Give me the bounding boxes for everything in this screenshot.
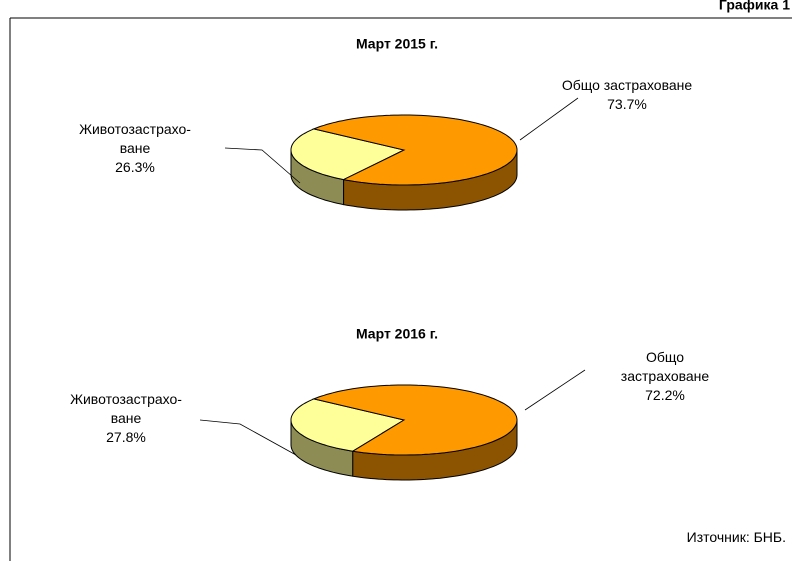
category-label: Общо застраховане [620, 349, 710, 384]
pie-slice [312, 384, 518, 456]
leader-line [524, 369, 586, 411]
category-label: Животозастрахо- ване [79, 121, 191, 156]
data-label: Общо застраховане 72.2% [602, 348, 729, 405]
data-label: Животозастрахо- ване 26.3% [79, 120, 191, 177]
leader-line [199, 419, 297, 456]
value-label: 72.2% [645, 387, 685, 403]
value-label: 27.8% [106, 429, 146, 445]
data-label: Общо застраховане 73.7% [562, 76, 692, 114]
category-label: Животозастрахо- ване [70, 391, 182, 426]
leader-line [519, 97, 579, 141]
category-label: Общо застраховане [561, 77, 693, 93]
chart-title: Март 2015 г. [356, 36, 438, 52]
leader-line [224, 147, 301, 184]
pie-slice [312, 114, 518, 186]
header: Графика 1 [719, 0, 790, 13]
source: Източник: БНБ. [686, 529, 786, 545]
chart-title: Март 2016 г. [356, 326, 438, 342]
pie-slice [290, 398, 406, 452]
pie-slice [290, 128, 406, 181]
value-label: 73.7% [607, 96, 647, 112]
data-label: Животозастрахо- ване 27.8% [70, 390, 182, 447]
value-label: 26.3% [115, 159, 155, 175]
